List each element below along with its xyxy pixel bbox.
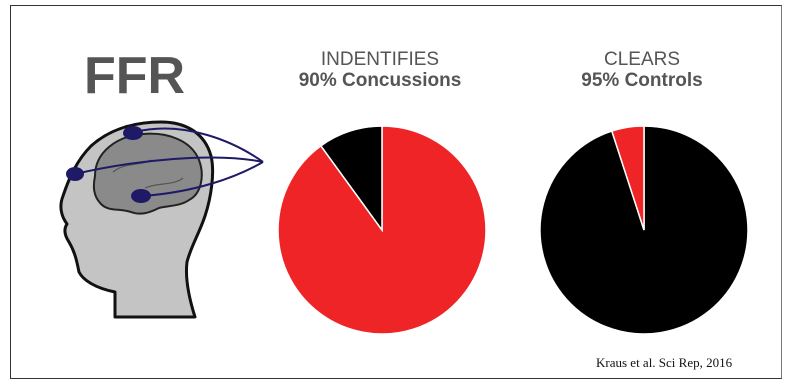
electrode-top <box>123 126 143 140</box>
head-illustration <box>59 120 264 319</box>
ffr-title: FFR <box>84 47 186 105</box>
pie-chart-concussions <box>277 125 487 335</box>
chart2-title-line1: CLEARS <box>603 49 681 70</box>
chart1-title-line2: 90% Concussions <box>298 69 462 91</box>
chart2-title: CLEARS 95% Controls <box>512 49 772 92</box>
chart1-title: INDENTIFIES 90% Concussions <box>250 49 510 92</box>
electrode-mid <box>131 189 151 203</box>
pie-chart-controls <box>539 125 749 335</box>
electrode-side <box>66 167 84 181</box>
electrode-wire-mid <box>142 161 264 197</box>
pie0-slice-1 <box>319 125 383 233</box>
citation: Kraus et al. Sci Rep, 2016 <box>596 355 733 370</box>
chart1-title-line1: INDENTIFIES <box>320 49 440 70</box>
chart2-title-line2: 95% Controls <box>581 69 703 91</box>
electrode-wire-top <box>134 127 264 163</box>
pie1-slice-1 <box>610 125 645 231</box>
brain <box>92 132 203 215</box>
electrode-wire-side <box>74 156 264 175</box>
brain-fold-2 <box>144 177 184 189</box>
